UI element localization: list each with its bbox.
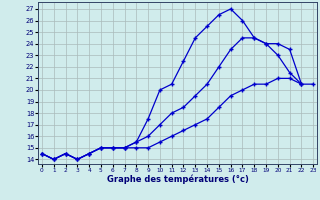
X-axis label: Graphe des températures (°c): Graphe des températures (°c) bbox=[107, 175, 249, 184]
